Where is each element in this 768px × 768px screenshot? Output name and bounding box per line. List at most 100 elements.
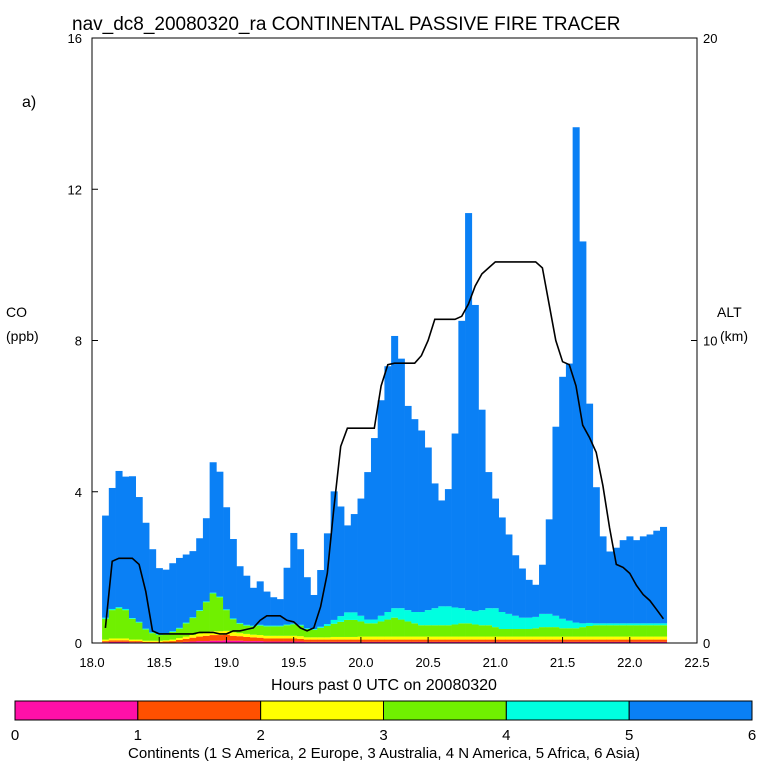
bar-australia — [599, 636, 607, 640]
bar-s-america — [310, 641, 318, 643]
bar-australia — [451, 636, 459, 640]
bar-australia — [223, 630, 231, 635]
bar-europe — [115, 640, 123, 642]
bar-australia — [297, 636, 305, 639]
bar-africa — [350, 612, 358, 620]
bar-s-america — [364, 641, 372, 643]
bar-europe — [451, 639, 459, 642]
bar-australia — [518, 636, 526, 640]
bar-africa — [518, 617, 526, 630]
bar-asia — [599, 536, 607, 624]
colorbar-tick-label: 4 — [502, 727, 510, 744]
bar-asia — [572, 127, 580, 623]
bar-europe — [323, 639, 331, 642]
bar-asia — [108, 487, 116, 609]
y-right-tick-label: 20 — [703, 31, 717, 46]
colorbar-segment — [505, 700, 630, 721]
x-tick-label: 19.0 — [214, 655, 239, 670]
bar-n-america — [149, 633, 157, 641]
bar-africa — [202, 601, 210, 603]
bar-n-america — [249, 626, 257, 635]
bar-australia — [539, 636, 547, 640]
bar-asia — [545, 519, 553, 614]
bar-s-america — [122, 641, 130, 643]
bar-n-america — [256, 625, 264, 636]
bar-australia — [384, 636, 392, 640]
bar-australia — [532, 636, 540, 640]
bar-n-america — [216, 597, 224, 632]
bar-australia — [249, 634, 257, 638]
bar-africa — [317, 626, 325, 628]
bar-africa — [404, 610, 412, 622]
bar-africa — [276, 625, 284, 627]
bar-n-america — [565, 628, 573, 637]
bar-africa — [545, 613, 553, 628]
bar-africa — [216, 596, 224, 598]
bar-asia — [552, 426, 560, 616]
bar-n-america — [115, 608, 123, 639]
bar-n-america — [317, 627, 325, 638]
bar-europe — [176, 639, 184, 643]
bar-europe — [592, 639, 600, 642]
bar-australia — [438, 636, 446, 640]
bar-n-america — [169, 632, 177, 640]
bar-africa — [364, 619, 372, 624]
bar-n-america — [458, 623, 466, 637]
bar-s-america — [485, 641, 493, 643]
bar-africa — [465, 610, 473, 624]
bar-n-america — [633, 625, 641, 637]
bar-n-america — [545, 627, 553, 637]
bar-europe — [404, 639, 412, 642]
bar-australia — [505, 636, 513, 640]
bar-europe — [612, 639, 620, 642]
bar-s-america — [444, 641, 452, 643]
bar-australia — [646, 636, 654, 640]
bar-asia — [424, 447, 432, 611]
axis-ticks: 18.0 18.5 19.0 19.5 20.0 20.5 21.0 21.5 22.0 22.5… — [68, 31, 718, 670]
bar-africa — [270, 625, 278, 627]
bar-n-america — [229, 619, 237, 633]
bar-europe — [149, 641, 157, 643]
x-tick-label: 22.0 — [617, 655, 642, 670]
bar-s-america — [323, 641, 331, 643]
bar-australia — [458, 636, 466, 640]
bar-australia — [370, 636, 378, 640]
bar-s-america — [337, 641, 345, 643]
bar-asia — [142, 522, 150, 629]
bar-europe — [397, 639, 405, 642]
bar-australia — [182, 636, 190, 639]
bar-australia — [525, 636, 533, 640]
bar-n-america — [599, 625, 607, 637]
bar-africa — [229, 618, 237, 620]
bar-asia — [626, 536, 634, 624]
bar-n-america — [283, 625, 291, 636]
bar-europe — [249, 637, 257, 642]
y-left-tick-label: 16 — [68, 31, 82, 46]
bar-africa — [370, 619, 378, 624]
bar-africa — [606, 623, 614, 626]
bar-s-america — [545, 641, 553, 643]
bar-asia — [411, 419, 419, 612]
bar-africa — [397, 608, 405, 620]
bar-n-america — [391, 617, 399, 637]
bar-n-america — [370, 623, 378, 637]
bar-europe — [565, 639, 573, 642]
bar-asia — [404, 405, 412, 611]
colorbar-tick-label: 1 — [134, 727, 142, 744]
bar-africa — [539, 613, 547, 628]
continent-colorbar: 0 1 2 3 4 5 6 — [11, 700, 756, 744]
bar-europe — [370, 639, 378, 642]
bar-s-america — [438, 641, 446, 643]
bar-europe — [478, 639, 486, 642]
bar-australia — [122, 638, 130, 641]
bar-europe — [202, 635, 210, 642]
bar-australia — [344, 636, 352, 640]
bar-asia — [256, 581, 264, 625]
bar-australia — [498, 636, 506, 640]
bar-s-america — [276, 641, 284, 643]
bar-australia — [229, 632, 237, 636]
bar-asia — [491, 498, 499, 609]
bar-australia — [572, 636, 580, 640]
bar-asia — [478, 409, 486, 611]
bar-africa — [330, 619, 338, 624]
